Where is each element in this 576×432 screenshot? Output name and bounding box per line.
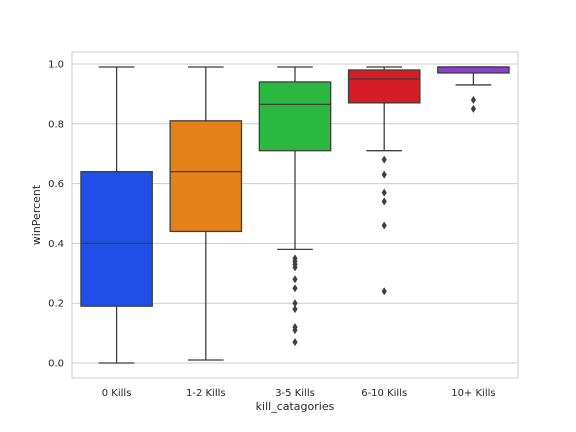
box-series (80, 66, 510, 364)
outlier-2-5 (292, 284, 298, 293)
box-2 (258, 66, 332, 347)
outlier-3-1 (381, 170, 387, 179)
outlier-3-4 (381, 221, 387, 230)
box-3 (347, 66, 421, 296)
outlier-3-0 (381, 155, 387, 164)
outlier-2-4 (292, 275, 298, 284)
plot-frame (71, 51, 519, 379)
x-tick-labels: 0 Kills 1-2 Kills 3-5 Kills 6-10 Kills 10+ K… (102, 388, 496, 399)
box-body-3 (347, 69, 421, 104)
x-tick-label-1: 1-2 Kills (186, 388, 226, 399)
y-tick-label-4: 0.8 (48, 119, 64, 130)
box-body-4 (437, 66, 510, 74)
outlier-3-3 (381, 197, 387, 206)
outlier-2-6 (292, 299, 298, 308)
box-4 (437, 66, 510, 113)
outlier-2-10 (292, 338, 298, 347)
y-tick-label-2: 0.4 (48, 239, 64, 250)
box-body-0 (80, 170, 153, 307)
y-axis-title: winPercent (30, 184, 43, 245)
x-tick-label-2: 3-5 Kills (275, 388, 315, 399)
outlier-2-7 (292, 305, 298, 314)
y-tick-label-1: 0.2 (48, 299, 64, 310)
outlier-4-1 (470, 104, 476, 113)
x-axis-title: kill_catagories (256, 400, 335, 413)
x-tick-label-0: 0 Kills (102, 388, 132, 399)
box-body-2 (258, 81, 332, 152)
y-tick-label-0: 0.0 (48, 359, 64, 370)
y-tick-label-5: 1.0 (48, 60, 64, 71)
outlier-4-0 (470, 95, 476, 104)
box-1 (169, 66, 243, 361)
box-body-1 (169, 120, 243, 233)
y-tick-label-3: 0.6 (48, 179, 64, 190)
box-0 (80, 66, 153, 364)
x-tick-label-4: 10+ Kills (451, 388, 495, 399)
y-tick-labels: 0.0 0.2 0.4 0.6 0.8 1.0 (48, 60, 64, 370)
outlier-3-5 (381, 287, 387, 296)
outlier-2-9 (292, 326, 298, 335)
outlier-3-2 (381, 188, 387, 197)
outlier-2-3 (292, 263, 298, 272)
x-tick-label-3: 6-10 Kills (361, 388, 407, 399)
